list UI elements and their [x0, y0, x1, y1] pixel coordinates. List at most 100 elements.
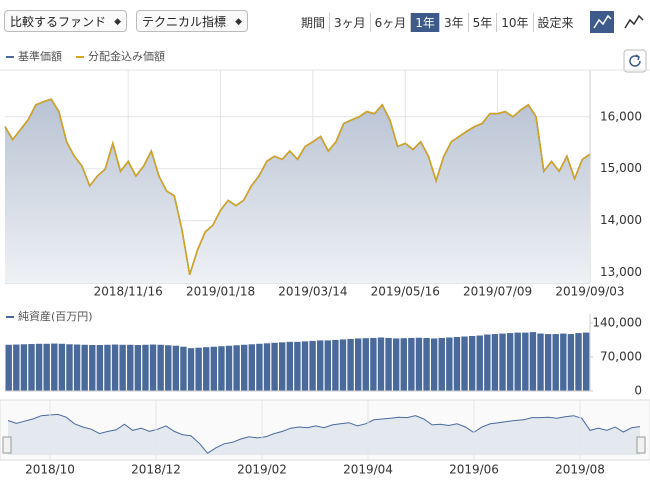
- bar: [28, 344, 35, 391]
- y-tick-label: 140,000: [592, 315, 642, 329]
- bar: [187, 348, 195, 391]
- period-button[interactable]: 3ヶ月: [329, 13, 370, 32]
- bar: [514, 332, 521, 391]
- y-tick-label: 15,000: [600, 161, 642, 175]
- select-label: 比較するファンド: [10, 15, 107, 29]
- bar: [544, 334, 552, 391]
- bar: [43, 343, 50, 391]
- navigator-area: [8, 414, 640, 455]
- bar: [491, 334, 499, 391]
- x-tick-label: 2019/09/03: [555, 285, 624, 299]
- line-chart-button[interactable]: [624, 14, 644, 29]
- bar: [339, 339, 347, 391]
- bar: [73, 344, 81, 391]
- x-tick-label: 2019/08: [555, 463, 605, 477]
- icon: [593, 14, 612, 29]
- bar: [134, 345, 142, 391]
- bar: [225, 345, 233, 391]
- x-tick-label: 2019/05/16: [371, 285, 440, 299]
- bar: [89, 345, 96, 391]
- bar: [279, 342, 286, 391]
- bar: [127, 344, 134, 391]
- bar: [484, 334, 491, 391]
- select-label: テクニカル指標: [142, 15, 227, 29]
- bar: [294, 341, 301, 391]
- period-button[interactable]: 10年: [496, 13, 532, 32]
- bar: [316, 340, 324, 391]
- bar: [195, 347, 202, 391]
- x-tick-label: 2019/06: [449, 463, 499, 477]
- bar: [506, 333, 514, 391]
- bar: [301, 341, 309, 391]
- period-bar: 期間 3ヶ月 6ヶ月 1年 3年 5年 10年 設定来: [297, 13, 578, 32]
- bar: [362, 338, 369, 391]
- navigator-handle[interactable]: [2, 436, 12, 454]
- bar: [385, 337, 392, 391]
- bar: [552, 334, 559, 391]
- period-button[interactable]: 6ヶ月: [369, 13, 411, 32]
- bar: [446, 337, 453, 391]
- bar: [499, 333, 506, 391]
- bar: [119, 344, 126, 391]
- legend-label: 分配金込み価額: [88, 49, 165, 63]
- period-label: 期間: [301, 16, 326, 30]
- series-line: [4, 98, 591, 275]
- period-button[interactable]: 3年: [438, 13, 468, 32]
- bar: [522, 332, 529, 391]
- y-tick-label: 16,000: [600, 109, 642, 123]
- bar: [218, 346, 225, 391]
- bar: [377, 337, 385, 391]
- bar: [111, 344, 119, 391]
- bar: [286, 341, 294, 391]
- bar: [582, 332, 590, 391]
- bar: [271, 342, 278, 391]
- bar: [560, 333, 567, 391]
- period-button[interactable]: 5年: [467, 13, 497, 32]
- bar: [438, 337, 445, 391]
- y-tick-label: 13,000: [600, 265, 642, 279]
- bar: [309, 340, 316, 391]
- bar: [180, 346, 187, 391]
- y-tick-label: 0: [634, 384, 642, 398]
- bar: [165, 345, 172, 391]
- x-tick-label: 2018/10: [25, 463, 75, 477]
- bar: [210, 346, 218, 391]
- bar: [324, 340, 331, 391]
- bar: [142, 344, 149, 391]
- bar: [354, 338, 362, 391]
- indicator-select[interactable]: テクニカル指標 ◆: [136, 10, 248, 32]
- bar: [567, 334, 575, 391]
- bar: [408, 337, 415, 391]
- x-tick-label: 2019/03/14: [278, 285, 347, 299]
- bar: [172, 345, 180, 391]
- bar: [392, 338, 400, 391]
- bar: [248, 344, 256, 391]
- navigator-handle[interactable]: [636, 436, 646, 454]
- legend-label: 純資産(百万円): [18, 310, 93, 323]
- bar: [13, 344, 20, 391]
- bar: [104, 344, 111, 391]
- bar: [81, 344, 88, 391]
- bar: [149, 344, 157, 391]
- bar: [51, 343, 58, 391]
- period-button[interactable]: 設定来: [532, 13, 578, 32]
- bar: [203, 347, 210, 391]
- x-tick-label: 2019/07/09: [463, 285, 532, 299]
- bar: [430, 338, 438, 391]
- x-tick-label: 2018/12: [131, 463, 181, 477]
- bar: [58, 343, 66, 391]
- refresh-button[interactable]: [623, 49, 647, 73]
- bar: [575, 333, 582, 391]
- bar: [476, 335, 483, 391]
- period-button[interactable]: 1年: [410, 13, 439, 32]
- x-tick-label: 2019/02: [237, 463, 287, 477]
- y-tick-label: 70,000: [600, 349, 642, 363]
- fund-select[interactable]: 比較するファンド ◆: [4, 10, 127, 32]
- bar: [66, 344, 73, 391]
- bar: [347, 338, 354, 391]
- bar: [537, 333, 544, 391]
- bar: [529, 332, 537, 391]
- bar: [256, 343, 263, 391]
